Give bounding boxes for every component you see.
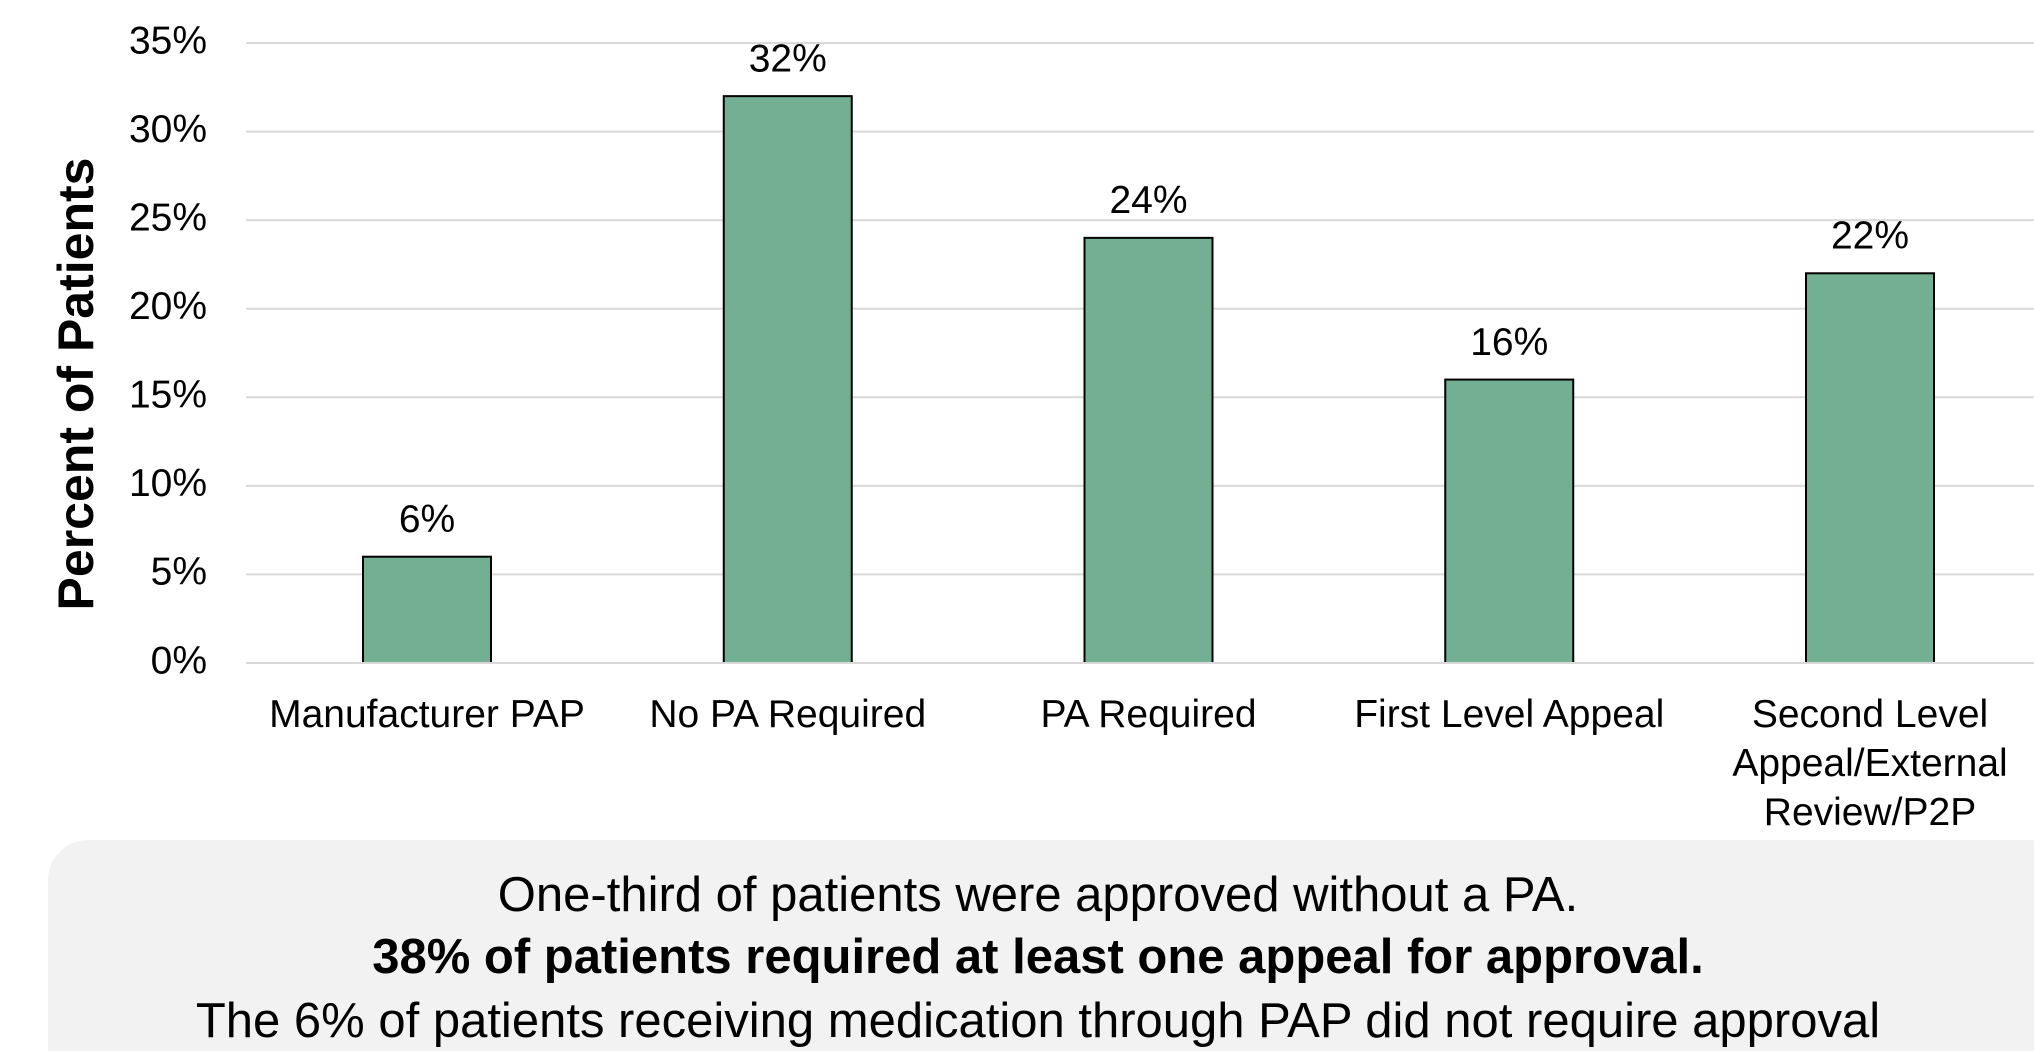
- note-box: One-third of patients were approved with…: [48, 840, 2034, 1051]
- data-label: 22%: [1831, 215, 1909, 258]
- note-line: 38% of patients required at least one ap…: [372, 930, 1704, 984]
- data-label: 16%: [1470, 321, 1548, 364]
- bar: [722, 95, 853, 664]
- data-label: 32%: [749, 37, 827, 80]
- y-axis-title: Percent of Patients: [48, 158, 104, 611]
- y-tick-label: 15%: [129, 374, 207, 417]
- note-line: One-third of patients were approved with…: [497, 868, 1579, 922]
- y-tick-label: 35%: [129, 19, 207, 62]
- bar: [362, 555, 492, 665]
- x-tick-label: Manufacturer PAP: [269, 693, 585, 736]
- y-tick-label: 30%: [129, 108, 207, 151]
- bar: [1805, 272, 1935, 664]
- y-tick-label: 5%: [151, 551, 207, 594]
- data-label: 6%: [399, 498, 455, 541]
- x-tick-label: No PA Required: [649, 693, 927, 736]
- y-tick-label: 25%: [129, 196, 207, 239]
- x-tick-label: First Level Appeal: [1354, 693, 1665, 736]
- x-tick-label: Second Level Appeal/External Review/P2P: [1732, 693, 2008, 834]
- note-line: The 6% of patients receiving medication …: [195, 994, 1881, 1048]
- bar: [1444, 378, 1575, 664]
- x-tick-label: PA Required: [1040, 693, 1257, 736]
- chart: Percent of Patients 0% 5% 10% 15% 20% 25% 30% 3…: [48, 19, 2034, 682]
- y-tick-label: 20%: [129, 285, 207, 328]
- bar: [1083, 236, 1214, 664]
- y-tick-label: 0%: [151, 639, 207, 682]
- y-tick-label: 10%: [129, 462, 207, 505]
- data-label: 24%: [1109, 179, 1187, 222]
